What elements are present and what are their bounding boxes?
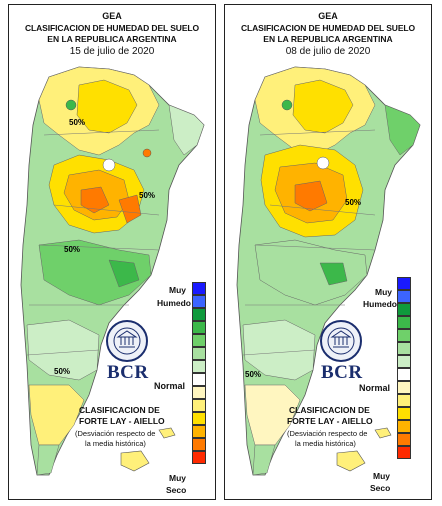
legend-dry-1: Muy	[373, 471, 390, 481]
legend-scale	[397, 277, 411, 459]
legend-normal: Normal	[154, 381, 186, 391]
legend-swatch	[192, 308, 206, 321]
legend-wet-2: Humedo	[157, 298, 191, 308]
map-panel-08-julio: GEA CLASIFICACION DE HUMEDAD DEL SUELO E…	[224, 4, 432, 500]
legend-swatch	[192, 386, 206, 399]
legend-dry-2: Seco	[166, 485, 187, 495]
legend-normal: Normal	[359, 383, 391, 393]
classification-line1: CLASIFICACION DE	[79, 405, 160, 415]
legend-swatch	[192, 412, 206, 425]
bcr-wordmark: BCR	[107, 362, 149, 383]
map-label-50: 50%	[54, 367, 71, 376]
bcr-seal-logo	[320, 320, 362, 362]
map-panel-15-julio: GEA CLASIFICACION DE HUMEDAD DEL SUELO E…	[8, 4, 216, 500]
legend-swatch	[397, 303, 411, 316]
panel-title-line2: EN LA REPUBLICA ARGENTINA	[47, 34, 177, 44]
legend-swatch	[192, 347, 206, 360]
legend-dry-1: Muy	[169, 473, 186, 483]
description-line2: la media histórica)	[295, 439, 356, 448]
argentina-soil-moisture-map	[20, 66, 205, 476]
panel-title-line2: EN LA REPUBLICA ARGENTINA	[263, 34, 393, 44]
panel-org: GEA	[102, 11, 122, 21]
panel-title-line1: CLASIFICACION DE HUMEDAD DEL SUELO	[240, 23, 415, 33]
legend-scale	[192, 282, 206, 464]
map-label-50: 50%	[345, 198, 362, 207]
legend-swatch	[397, 368, 411, 381]
legend-swatch	[397, 277, 411, 290]
legend-swatch	[192, 438, 206, 451]
legend-swatch	[397, 329, 411, 342]
legend-swatch	[192, 399, 206, 412]
legend-swatch	[192, 321, 206, 334]
legend-swatch	[192, 451, 206, 464]
legend-swatch	[397, 381, 411, 394]
legend-swatch	[397, 355, 411, 368]
legend-swatch	[192, 360, 206, 373]
description-line2: la media histórica)	[85, 439, 146, 448]
panel-title-line1: CLASIFICACION DE HUMEDAD DEL SUELO	[24, 23, 199, 33]
legend-swatch	[397, 446, 411, 459]
classification-line2: FORTE LAY - AIELLO	[79, 416, 165, 426]
legend-swatch	[397, 407, 411, 420]
legend-swatch	[397, 420, 411, 433]
panel-date: 08 de julio de 2020	[285, 46, 371, 57]
description-line1: (Desviación respecto de	[287, 429, 368, 438]
panel-org: GEA	[318, 11, 338, 21]
legend-swatch	[397, 290, 411, 303]
bcr-seal-logo	[106, 320, 148, 362]
legend-swatch	[397, 394, 411, 407]
map-label-50: 50%	[245, 370, 262, 379]
map-label-50: 50%	[64, 245, 81, 254]
legend-swatch	[192, 373, 206, 386]
map-label-50: 50%	[69, 118, 86, 127]
panel-date: 15 de julio de 2020	[69, 46, 155, 57]
classification-line1: CLASIFICACION DE	[289, 405, 370, 415]
bcr-wordmark: BCR	[321, 362, 363, 383]
legend-swatch	[397, 433, 411, 446]
legend-swatch	[192, 282, 206, 295]
legend-wet-1: Muy	[169, 285, 186, 295]
argentina-soil-moisture-map	[236, 66, 421, 476]
legend-wet-2: Humedo	[363, 299, 397, 309]
classification-line2: FORTE LAY - AIELLO	[287, 416, 373, 426]
legend-swatch	[192, 425, 206, 438]
legend-wet-1: Muy	[375, 287, 392, 297]
legend-dry-2: Seco	[370, 483, 391, 493]
map-label-50: 50%	[139, 191, 156, 200]
description-line1: (Desviación respecto de	[75, 429, 156, 438]
legend-swatch	[397, 316, 411, 329]
legend-swatch	[192, 334, 206, 347]
legend-swatch	[397, 342, 411, 355]
legend-swatch	[192, 295, 206, 308]
